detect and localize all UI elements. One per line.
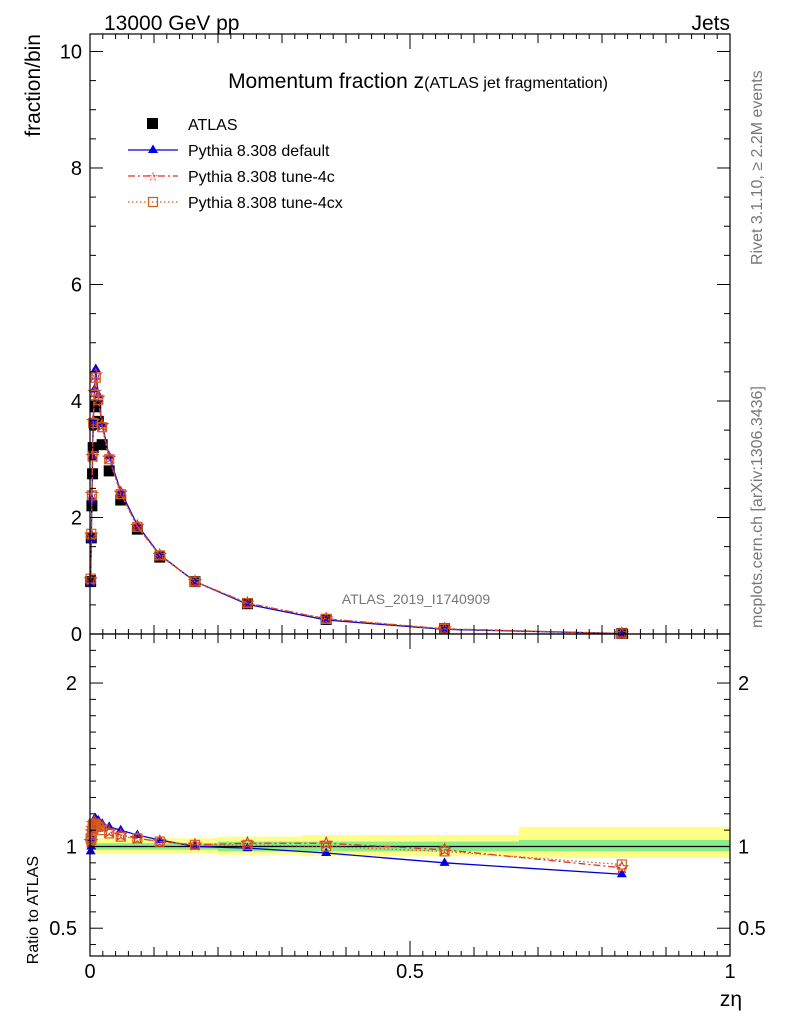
ratio-ytick-label-right: 1 [738,836,749,858]
top-pythia-8-308-tune-4cx-point-0 [85,573,96,584]
top-ytick-label: 4 [71,391,82,413]
top-pythia-8-308-tune-4cx-point-15 [321,613,332,624]
ratio-pythia-8-308-tune-4cx-point-17 [616,859,627,870]
top-ylabel: fraction/bin [22,34,45,137]
ratio-ytick-label-right: 2 [738,673,749,695]
top-pythia-8-308-tune-4cx-point-14 [242,598,253,609]
ratio-pythia-8-308-tune-4cx-point-11 [132,833,143,844]
ratio-pythia-8-308-tune-4cx-point-9 [104,828,115,839]
ratio-pythia-8-308-tune-4cx-point-8 [97,825,108,836]
ratio-pythia-8-308-tune-4cx-point-14 [242,839,253,850]
legend: ATLAS Pythia 8.308 default ☆ Pythia 8.30… [128,117,343,212]
top-pythia-8-308-default-point-11 [132,519,143,529]
xtick-label: 0.5 [396,961,424,983]
ratio-pythia-8-308-tune-4cx-point-7 [93,821,104,832]
ratio-pythia-8-308-default-point-16 [439,857,450,866]
top-pythia-8-308-tune-4cx-point-9 [104,454,115,465]
legend-marker-default [148,144,158,153]
top-pythia-8-308-tune-4cx-point-6 [90,372,101,383]
analysis-watermark: ATLAS_2019_I1740909 [342,591,491,607]
xtick-label: 0 [84,961,95,983]
legend-entry-tune4cx: Pythia 8.308 tune-4cx [128,195,343,212]
mcplots-label: mcplots.cern.ch [arXiv:1306.3436] [749,386,766,628]
rivet-version-label: Rivet 3.1.10, ≥ 2.2M events [749,70,766,265]
ratio-pythia-8-308-tune-4cx-point-16 [439,846,450,857]
top-ytick-label: 0 [71,624,82,646]
ratio-pythia-8-308-tune-4cx-point-12 [154,836,165,847]
header-energy-label: 13000 GeV pp [104,12,239,35]
legend-marker-tune4c: ☆ [147,170,159,185]
ratio-ytick-label-left: 1 [66,836,77,858]
top-pythia-8-308-tune-4cx-point-16 [439,623,450,634]
top-atlas-point-7 [92,415,104,427]
top-ytick-label: 8 [71,158,82,180]
top-ytick-label: 6 [71,274,82,296]
ratio-ytick-label-left: 2 [66,673,77,695]
ratio-pythia-8-308-default-point-15 [321,847,332,857]
top-panel-frame [89,33,731,635]
legend-marker-atlas [147,118,158,129]
top-pythia-8-308-tune-4cx-point-3 [87,451,98,462]
top-pythia-8-308-tune-4cx-point-11 [132,521,143,532]
top-ytick-label: 2 [71,507,82,529]
top-atlas-point-10 [115,494,127,506]
top-pythia-8-308-tune-4cx-point-10 [115,489,126,500]
xlabel: zη [720,988,742,1011]
ratio-panel-frame [89,633,731,957]
ratio-ytick-label-left: 0.5 [49,918,77,940]
ratio-pythia-8-308-tune-4cx-series [85,818,627,870]
ratio-ytick-label-right: 0.5 [738,918,766,940]
legend-label-tune4c: Pythia 8.308 tune-4c [188,169,335,186]
top-ytick-label: 10 [60,41,82,63]
top-pythia-8-308-tune-4cx-point-13 [189,576,201,587]
inner-band-2 [518,839,730,852]
xtick-label: 1 [724,961,735,983]
ratio-pythia-8-308-tune-4c-point-15 [319,835,334,850]
ratio-pythia-8-308-tune-4cx-point-1 [86,834,97,846]
top-pythia-8-308-tune-4c-line [89,374,622,635]
top-pythia-8-308-tune-4cx-point-8 [97,422,108,433]
legend-entry-tune4c: ☆ Pythia 8.308 tune-4c [128,169,335,186]
header-jets-label: Jets [691,12,730,35]
ratio-uncertainty-bands [90,826,730,858]
ratio-pythia-8-308-tune-4cx-point-13 [189,839,201,850]
chart-title-sub: (ATLAS jet fragmentation) [424,75,608,92]
ratio-pythia-8-308-tune-4cx-point-15 [321,841,332,852]
top-atlas-point-8 [96,439,108,451]
ratio-pythia-8-308-default-point-17 [616,868,627,878]
legend-entry-atlas: ATLAS [147,117,238,134]
ratio-pythia-8-308-default-point-0 [85,845,96,855]
top-atlas-point-6 [90,401,102,413]
top-atlas-point-9 [103,465,115,477]
ratio-pythia-8-308-tune-4cx-point-10 [115,831,126,842]
chart-title-main: Momentum fraction z [228,70,424,93]
chart-title: Momentum fraction z(ATLAS jet fragmentat… [228,70,608,93]
data-layer [83,363,629,878]
legend-label-tune4cx: Pythia 8.308 tune-4cx [188,195,343,212]
top-pythia-8-308-tune-4cx-point-7 [93,394,104,405]
top-pythia-8-308-tune-4cx-point-2 [86,490,98,501]
legend-label-atlas: ATLAS [188,117,238,134]
legend-label-default: Pythia 8.308 default [188,143,330,160]
top-pythia-8-308-tune-4cx-point-1 [86,528,97,539]
legend-entry-default: Pythia 8.308 default [128,143,330,160]
ratio-ylabel: Ratio to ATLAS [25,856,42,964]
top-pythia-8-308-tune-4cx-point-12 [154,550,165,561]
legend-marker-tune4cx [147,196,159,208]
